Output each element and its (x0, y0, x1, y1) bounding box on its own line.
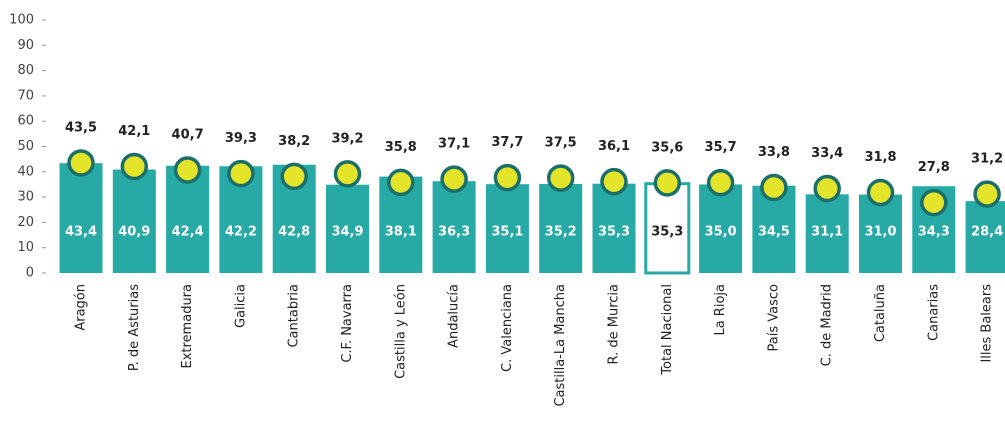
dot-value-label: 38,2 (278, 134, 310, 149)
bar-value-label: 40,9 (118, 225, 150, 240)
bar-value-label: 34,9 (331, 225, 363, 240)
dot (440, 165, 468, 193)
bar-value-label: 35,2 (545, 225, 577, 240)
bar-value-label: 31,1 (811, 225, 843, 240)
dot-value-label: 42,1 (118, 124, 150, 139)
bar-value-label: 35,3 (651, 225, 683, 240)
x-tick-label: Galicia (233, 284, 248, 328)
bar (965, 201, 1005, 273)
x-tick-label: Cantabria (287, 284, 302, 348)
bar-value-label: 36,3 (438, 225, 470, 240)
x-tick-label: País Vasco (766, 284, 781, 352)
dot-value-label: 31,8 (864, 150, 896, 165)
bar (644, 182, 691, 275)
bar (326, 184, 369, 273)
dot (173, 156, 202, 184)
y-tick-label: 100 (9, 13, 34, 28)
bar (59, 163, 103, 273)
dot-value-label: 37,1 (438, 137, 470, 152)
dot (227, 159, 255, 188)
dot-value-label: 33,4 (811, 146, 843, 161)
x-tick-label: Cataluña (873, 284, 888, 342)
x-tick-label: Castilla-La Mancha (553, 284, 568, 407)
bar-value-label: 42,2 (225, 225, 257, 240)
bar (432, 181, 476, 273)
x-tick-label: C.F. Navarra (340, 284, 355, 363)
y-tick-label: 80 (17, 63, 34, 78)
dot (920, 188, 948, 217)
x-tick-label: Aragón (74, 284, 89, 331)
dot (280, 162, 308, 191)
dot (333, 160, 362, 188)
dot (653, 169, 682, 197)
dot-value-label: 31,2 (971, 152, 1003, 167)
bar-value-label: 42,8 (278, 225, 310, 240)
dot (67, 149, 95, 177)
x-tick-label: P. de Asturias (127, 284, 142, 371)
x-tick-label: Canarias (926, 284, 941, 341)
bar (592, 183, 636, 273)
bar-value-label: 38,1 (385, 225, 417, 240)
dot (706, 168, 735, 197)
y-tick-label: 30 (17, 190, 34, 205)
bar-value-label: 34,3 (918, 225, 950, 240)
dot (387, 168, 415, 197)
dot-value-label: 43,5 (65, 120, 97, 135)
dot-value-label: 35,6 (651, 140, 683, 155)
y-tick-label: 90 (17, 38, 34, 53)
y-tick-label: 50 (17, 139, 34, 154)
dot-value-label: 40,7 (172, 128, 204, 143)
x-tick-label: La Rioja (713, 284, 728, 336)
dot-value-label: 37,5 (545, 136, 577, 151)
bar (859, 194, 902, 273)
dot (973, 180, 1001, 208)
bar-value-label: 42,4 (172, 225, 204, 240)
dot (120, 152, 149, 181)
bar-value-label: 35,0 (705, 225, 737, 240)
dot-value-label: 37,7 (491, 135, 523, 150)
bar (805, 194, 849, 273)
dot-value-label: 36,1 (598, 139, 630, 154)
dot-value-label: 35,7 (705, 140, 737, 155)
x-tick-label: Extremadura (180, 284, 195, 369)
bar-value-label: 35,3 (598, 225, 630, 240)
y-tick-label: 20 (17, 215, 34, 230)
bar-value-label: 35,1 (491, 225, 523, 240)
bar-value-label: 34,5 (758, 225, 790, 240)
x-tick-label: Andalucía (447, 284, 462, 348)
dot-value-label: 33,8 (758, 145, 790, 160)
bar-value-label: 28,4 (971, 225, 1003, 240)
bar (112, 169, 156, 273)
x-tick-label: C. Valenciana (500, 284, 515, 372)
dot-value-label: 27,8 (918, 160, 950, 175)
dot (866, 178, 895, 207)
bar-value-label: 31,0 (864, 225, 896, 240)
y-tick-label: 0 (26, 266, 34, 281)
dot (546, 164, 575, 192)
y-tick-label: 60 (17, 114, 34, 129)
y-tick-label: 70 (17, 88, 34, 103)
x-tick-label: Castilla y León (393, 284, 408, 379)
dot (813, 174, 841, 203)
bar (485, 184, 529, 273)
x-tick-label: Total Nacional (660, 284, 675, 376)
y-tick-label: 10 (17, 240, 34, 255)
dot (760, 173, 788, 202)
dot-value-label: 35,8 (385, 140, 417, 155)
bar-value-label: 43,4 (65, 225, 97, 240)
dot-value-label: 39,3 (225, 131, 257, 146)
y-tick-label: 40 (17, 164, 34, 179)
dot (600, 167, 628, 196)
bar (539, 183, 583, 273)
x-tick-label: R. de Murcia (607, 284, 622, 364)
dot (493, 163, 522, 192)
dot-value-label: 39,2 (331, 131, 363, 146)
x-tick-label: Illes Balears (980, 284, 995, 363)
x-tick-label: C. de Madrid (820, 284, 835, 366)
bar (699, 184, 743, 273)
